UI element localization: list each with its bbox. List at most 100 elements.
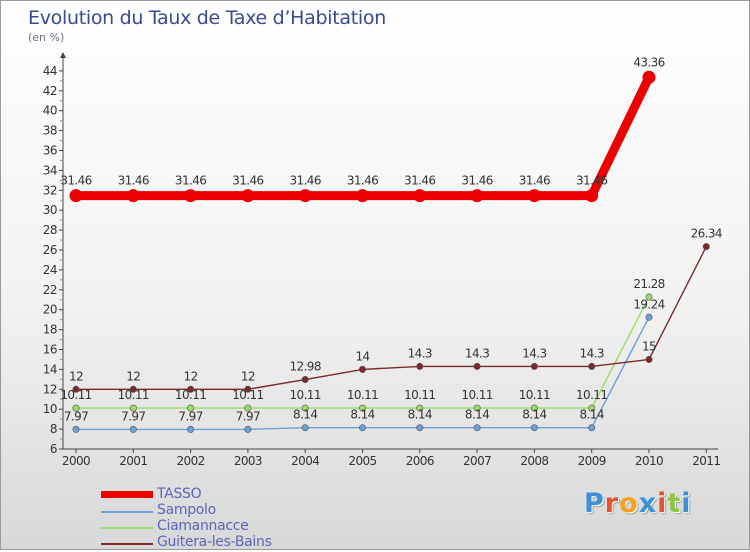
- data-point: [527, 189, 541, 203]
- logo-letter: o: [619, 488, 639, 519]
- data-point: [413, 189, 427, 203]
- data-label: 31.46: [404, 174, 435, 188]
- y-tick-label: 32: [43, 183, 57, 197]
- chart-axes: 6 8 10 12 14 16 18 20 22 24 26 28 30 32 34 36 38 40 42 44 20…: [43, 52, 721, 468]
- data-point: [473, 424, 481, 432]
- data-point: [645, 313, 653, 321]
- data-label: 7.97: [121, 409, 145, 423]
- data-label: 8.14: [350, 408, 374, 422]
- legend-item-guitera-les-bains: Guitera-les-Bains: [101, 534, 361, 552]
- data-label: 10.11: [175, 388, 206, 402]
- data-point: [187, 425, 195, 433]
- data-point: [244, 385, 252, 393]
- data-label: 10.11: [519, 388, 550, 402]
- x-tick-label: 2008: [520, 454, 548, 468]
- series-line-guitera-les-bains: [75, 245, 707, 390]
- data-label: 26.34: [691, 227, 722, 241]
- data-label: 31.46: [232, 174, 263, 188]
- y-tick-label: 44: [43, 64, 57, 78]
- legend-label: Ciamannacce: [157, 518, 249, 534]
- data-point: [129, 385, 137, 393]
- data-label: 15: [642, 339, 656, 353]
- data-point: [184, 189, 198, 203]
- data-point: [129, 425, 137, 433]
- data-label: 7.97: [178, 409, 202, 423]
- data-label: 14.3: [465, 346, 489, 360]
- data-point: [530, 404, 538, 412]
- data-point: [244, 425, 252, 433]
- data-point: [642, 70, 656, 84]
- y-tick-label: 36: [43, 144, 57, 158]
- legend-swatch: [101, 491, 153, 498]
- data-point: [298, 189, 312, 203]
- data-label: 31.46: [347, 174, 378, 188]
- y-tick-label: 6: [50, 442, 57, 456]
- data-label: 10.11: [290, 388, 321, 402]
- data-label: 43.36: [633, 55, 664, 69]
- y-tick-label: 14: [43, 362, 57, 376]
- y-tick-label: 22: [43, 283, 57, 297]
- data-label: 10.11: [232, 388, 263, 402]
- data-label: 31.46: [60, 174, 91, 188]
- data-point: [585, 189, 599, 203]
- data-label: 31.46: [290, 174, 321, 188]
- data-point: [301, 404, 309, 412]
- data-label: 10.11: [347, 388, 378, 402]
- data-label: 31.46: [118, 174, 149, 188]
- proxiti-logo: Proxiti: [584, 488, 692, 519]
- data-label: 10.11: [404, 388, 435, 402]
- data-point: [187, 404, 195, 412]
- y-tick-label: 12: [43, 382, 57, 396]
- x-tick-label: 2000: [62, 454, 90, 468]
- y-tick-label: 30: [43, 203, 57, 217]
- data-point: [645, 355, 653, 363]
- data-label: 8.14: [465, 408, 489, 422]
- legend-item-ciamannacce: Ciamannacce: [101, 518, 361, 536]
- x-tick-label: 2010: [635, 454, 663, 468]
- chart-unit-label: (en %): [28, 31, 65, 44]
- x-tick-label: 2009: [578, 454, 606, 468]
- data-point: [470, 189, 484, 203]
- data-label: 12.98: [290, 360, 321, 374]
- data-point: [72, 425, 80, 433]
- legend-label: TASSO: [157, 486, 202, 502]
- data-label: 8.14: [522, 408, 546, 422]
- data-label: 12: [184, 369, 198, 383]
- y-tick-label: 8: [50, 422, 57, 436]
- data-point: [241, 189, 255, 203]
- data-point: [356, 189, 369, 203]
- data-label: 14.3: [522, 346, 546, 360]
- data-point: [645, 293, 653, 301]
- data-label: 31.46: [175, 174, 206, 188]
- y-tick-label: 18: [43, 323, 57, 337]
- logo-letter: t: [667, 488, 682, 519]
- data-point: [530, 362, 538, 370]
- y-tick-label: 16: [43, 343, 57, 357]
- data-label: 8.14: [293, 408, 317, 422]
- data-point: [530, 424, 538, 432]
- data-point: [187, 385, 195, 393]
- data-label: 10.11: [118, 388, 149, 402]
- data-point: [244, 404, 252, 412]
- logo-letter: i: [657, 488, 668, 519]
- data-label: 8.14: [408, 408, 432, 422]
- data-point: [358, 424, 366, 432]
- data-point: [416, 404, 424, 412]
- data-point: [301, 376, 309, 384]
- legend-swatch: [101, 511, 153, 513]
- data-label: 14.3: [580, 346, 604, 360]
- data-label: 7.97: [64, 409, 88, 423]
- logo-letter: x: [638, 488, 658, 519]
- data-label: 14: [355, 349, 369, 363]
- y-tick-label: 34: [43, 163, 57, 177]
- data-point: [588, 404, 596, 412]
- chart-series: [69, 70, 710, 433]
- x-tick-label: 2006: [406, 454, 434, 468]
- data-label: 31.46: [461, 174, 492, 188]
- data-point: [301, 424, 309, 432]
- data-point: [69, 189, 83, 203]
- y-tick-label: 20: [43, 303, 57, 317]
- legend-swatch: [101, 543, 153, 545]
